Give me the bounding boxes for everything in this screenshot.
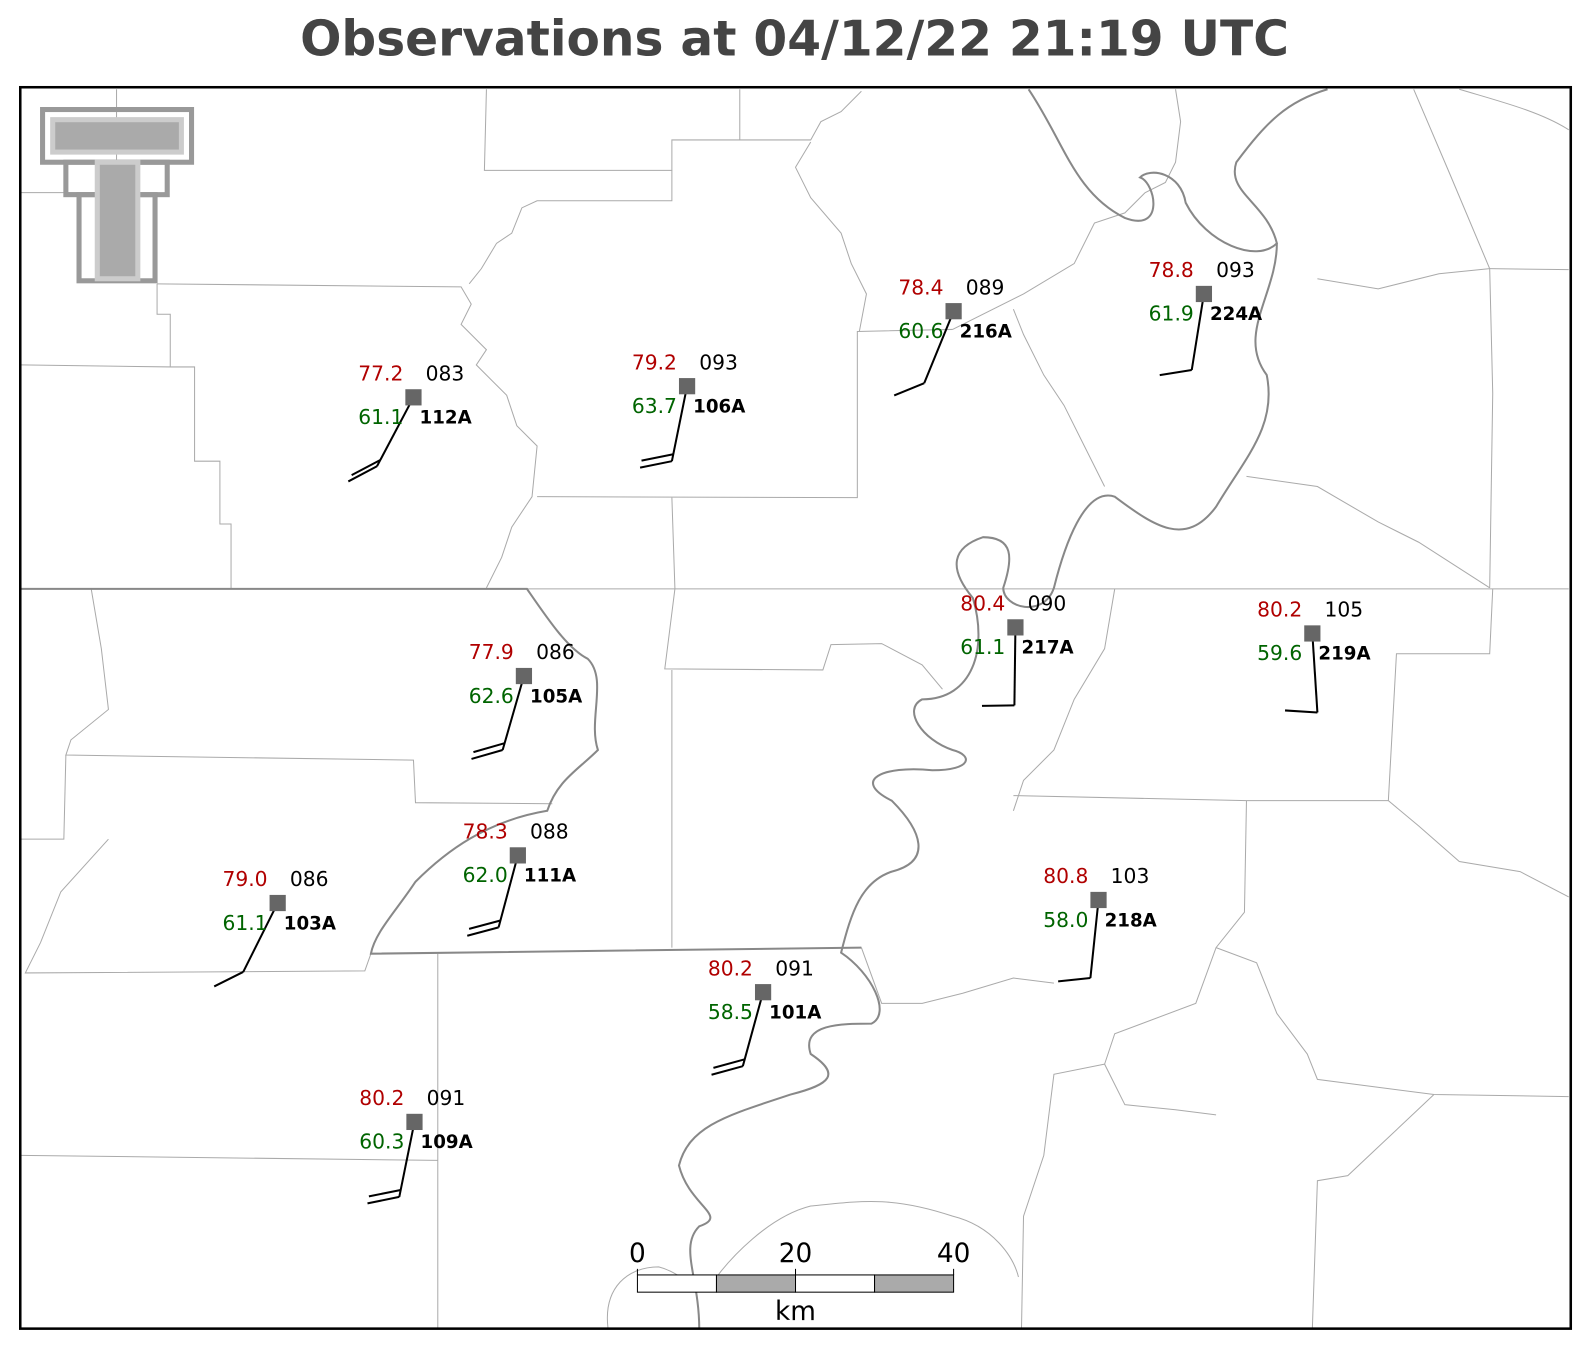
dewpoint: 60.6 bbox=[898, 319, 943, 343]
scale-label: 20 bbox=[779, 1239, 813, 1269]
scale-label: 0 bbox=[629, 1239, 646, 1269]
temperature: 77.2 bbox=[358, 362, 403, 386]
rivers bbox=[20, 89, 1568, 1328]
temperature: 78.3 bbox=[463, 820, 508, 844]
station-id: 111A bbox=[524, 866, 577, 887]
temperature: 78.8 bbox=[1149, 258, 1194, 282]
station-id: 109A bbox=[421, 1132, 474, 1153]
station-marker bbox=[510, 847, 526, 863]
wind-barb bbox=[1160, 370, 1192, 375]
station-id: 224A bbox=[1210, 304, 1263, 325]
wind-barb bbox=[369, 1190, 401, 1196]
station-id: 105A bbox=[530, 686, 583, 707]
pressure: 093 bbox=[699, 350, 738, 374]
dewpoint: 61.9 bbox=[1149, 302, 1194, 326]
county-lines bbox=[20, 89, 1568, 1328]
temperature: 79.0 bbox=[222, 867, 267, 891]
map-frame bbox=[20, 87, 1570, 1328]
temperature: 80.4 bbox=[960, 592, 1005, 616]
temperature: 80.8 bbox=[1043, 864, 1088, 888]
station-id: 218A bbox=[1105, 910, 1158, 931]
wind-barb bbox=[1285, 710, 1317, 712]
station-marker bbox=[679, 378, 695, 394]
wind-staff bbox=[1312, 633, 1317, 712]
wind-barb bbox=[894, 383, 924, 395]
dewpoint: 63.7 bbox=[632, 394, 677, 418]
logo bbox=[43, 110, 192, 281]
scale-bar: 0 20 40 km bbox=[629, 1239, 970, 1327]
scale-unit: km bbox=[775, 1297, 816, 1327]
scale-segment bbox=[875, 1275, 954, 1292]
wind-barb bbox=[214, 972, 243, 987]
pressure: 093 bbox=[1216, 258, 1255, 282]
pressure: 105 bbox=[1325, 598, 1364, 622]
station-marker bbox=[406, 1114, 422, 1130]
station-id: 103A bbox=[284, 913, 337, 934]
station-id: 216A bbox=[960, 321, 1013, 342]
dewpoint: 60.3 bbox=[359, 1130, 404, 1154]
temperature: 80.2 bbox=[708, 956, 753, 980]
station-marker bbox=[516, 668, 532, 684]
station-marker bbox=[270, 895, 286, 911]
scale-segment bbox=[637, 1275, 716, 1292]
station-plots: 77.2 083 61.1 112A 79.2 093 63.7 106A 78.4 089 60.… bbox=[214, 258, 1371, 1203]
station-marker bbox=[755, 984, 771, 1000]
station-marker bbox=[1196, 286, 1212, 302]
dewpoint: 58.5 bbox=[708, 1000, 753, 1024]
dewpoint: 58.0 bbox=[1043, 908, 1088, 932]
dewpoint: 62.0 bbox=[463, 863, 508, 887]
scale-segment bbox=[796, 1275, 875, 1292]
temperature: 80.2 bbox=[359, 1086, 404, 1110]
wind-staff bbox=[1090, 900, 1098, 978]
map-title: Observations at 04/12/22 21:19 UTC bbox=[300, 12, 1289, 68]
pressure: 103 bbox=[1111, 864, 1150, 888]
station-marker bbox=[1090, 892, 1106, 908]
dewpoint: 61.1 bbox=[222, 911, 267, 935]
station-id: 217A bbox=[1022, 638, 1075, 659]
dewpoint: 61.1 bbox=[960, 635, 1005, 659]
temperature: 80.2 bbox=[1257, 598, 1302, 622]
station-marker bbox=[1007, 619, 1023, 635]
pressure: 089 bbox=[966, 275, 1005, 299]
station-marker bbox=[945, 303, 961, 319]
wind-barb bbox=[642, 454, 674, 460]
dewpoint: 59.6 bbox=[1257, 641, 1302, 665]
pressure: 086 bbox=[290, 867, 329, 891]
station-marker bbox=[405, 389, 421, 405]
temperature: 78.4 bbox=[898, 275, 943, 299]
temperature: 79.2 bbox=[632, 350, 677, 374]
wind-barb bbox=[367, 1197, 399, 1203]
pressure: 083 bbox=[426, 362, 465, 386]
wind-barb bbox=[640, 461, 672, 467]
pressure: 091 bbox=[427, 1086, 466, 1110]
dewpoint: 62.6 bbox=[469, 684, 514, 708]
wind-barb bbox=[1058, 978, 1090, 981]
pressure: 088 bbox=[530, 820, 569, 844]
scale-label: 40 bbox=[937, 1239, 971, 1269]
pressure: 090 bbox=[1028, 592, 1067, 616]
pressure: 091 bbox=[775, 956, 814, 980]
station-id: 219A bbox=[1318, 644, 1371, 665]
wind-staff bbox=[1014, 627, 1015, 705]
dewpoint: 61.1 bbox=[358, 405, 403, 429]
scale-segment bbox=[716, 1275, 795, 1292]
temperature: 77.9 bbox=[469, 640, 514, 664]
pressure: 086 bbox=[536, 640, 575, 664]
station-id: 112A bbox=[420, 408, 473, 429]
station-marker bbox=[1304, 625, 1320, 641]
station-id: 106A bbox=[693, 396, 746, 417]
station-id: 101A bbox=[769, 1002, 822, 1023]
